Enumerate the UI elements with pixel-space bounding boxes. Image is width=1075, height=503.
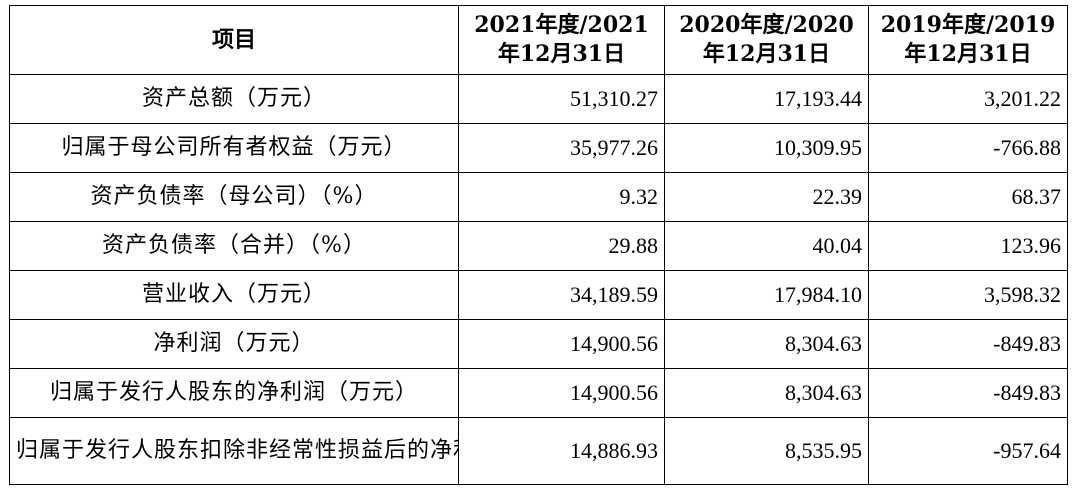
value-2019: 3,598.32: [868, 270, 1068, 320]
table-row: 归属于发行人股东扣除非经常性损益后的净利润（万元） 14,886.93 8,53…: [9, 417, 1068, 485]
value-2021: 34,189.59: [458, 270, 665, 320]
value-2019: 68.37: [868, 172, 1068, 222]
value-2021: 14,900.56: [458, 368, 665, 418]
value-2020: 40.04: [664, 221, 869, 271]
header-2021: 2021年度/2021年12月31日: [458, 5, 665, 75]
value-2019: -766.88: [868, 123, 1068, 173]
row-label: 资产总额（万元）: [9, 74, 459, 124]
value-2021: 14,886.93: [458, 417, 665, 485]
row-label: 资产负债率（合并）（%）: [9, 221, 459, 271]
value-2021: 29.88: [458, 221, 665, 271]
value-2020: 8,535.95: [664, 417, 869, 485]
header-row: 项目 2021年度/2021年12月31日 2020年度/2020年12月31日…: [9, 5, 1068, 75]
table-row: 资产负债率（母公司）（%） 9.32 22.39 68.37: [9, 172, 1068, 222]
value-2019: -849.83: [868, 319, 1068, 369]
value-2020: 8,304.63: [664, 319, 869, 369]
row-label: 资产负债率（母公司）（%）: [9, 172, 459, 222]
table-row: 营业收入（万元） 34,189.59 17,984.10 3,598.32: [9, 270, 1068, 320]
table-row: 归属于母公司所有者权益（万元） 35,977.26 10,309.95 -766…: [9, 123, 1068, 173]
table-row: 净利润（万元） 14,900.56 8,304.63 -849.83: [9, 319, 1068, 369]
value-2019: 3,201.22: [868, 74, 1068, 124]
row-label: 归属于发行人股东扣除非经常性损益后的净利润（万元）: [9, 417, 459, 485]
value-2020: 22.39: [664, 172, 869, 222]
header-item: 项目: [9, 5, 459, 75]
row-label: 营业收入（万元）: [9, 270, 459, 320]
value-2019: -849.83: [868, 368, 1068, 418]
value-2020: 17,984.10: [664, 270, 869, 320]
row-label: 归属于母公司所有者权益（万元）: [9, 123, 459, 173]
table-row: 资产总额（万元） 51,310.27 17,193.44 3,201.22: [9, 74, 1068, 124]
value-2019: -957.64: [868, 417, 1068, 485]
row-label: 净利润（万元）: [9, 319, 459, 369]
table-row: 归属于发行人股东的净利润（万元） 14,900.56 8,304.63 -849…: [9, 368, 1068, 418]
header-2019: 2019年度/2019年12月31日: [868, 5, 1068, 75]
table-row: 资产负债率（合并）（%） 29.88 40.04 123.96: [9, 221, 1068, 271]
financial-data-table: 项目 2021年度/2021年12月31日 2020年度/2020年12月31日…: [9, 5, 1068, 485]
value-2020: 10,309.95: [664, 123, 869, 173]
row-label: 归属于发行人股东的净利润（万元）: [9, 368, 459, 418]
value-2019: 123.96: [868, 221, 1068, 271]
value-2021: 14,900.56: [458, 319, 665, 369]
value-2021: 51,310.27: [458, 74, 665, 124]
value-2020: 8,304.63: [664, 368, 869, 418]
value-2020: 17,193.44: [664, 74, 869, 124]
value-2021: 35,977.26: [458, 123, 665, 173]
header-2020: 2020年度/2020年12月31日: [664, 5, 869, 75]
value-2021: 9.32: [458, 172, 665, 222]
